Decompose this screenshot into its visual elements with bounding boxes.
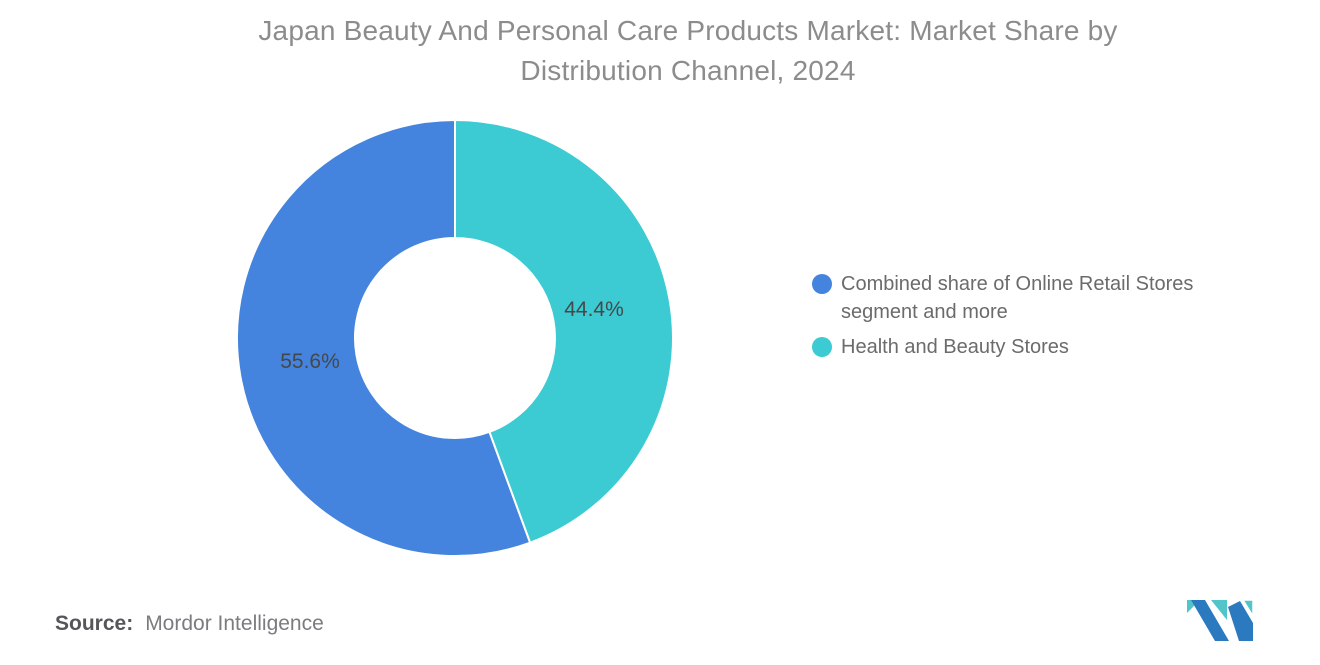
source-line: Source: Mordor Intelligence: [55, 612, 324, 636]
chart-title: Japan Beauty And Personal Care Products …: [258, 15, 1118, 86]
legend-item-online-retail[interactable]: Combined share of Online Retail Stores s…: [812, 270, 1272, 326]
pie-slice-0[interactable]: [235, 119, 532, 557]
slice-label-health-beauty: 44.4%: [564, 298, 624, 321]
slice-label-online-retail: 55.6%: [280, 350, 340, 373]
donut-chart: 55.6% 44.4%: [235, 118, 675, 558]
legend-label-online-retail: Combined share of Online Retail Stores s…: [841, 273, 1194, 323]
mordor-intelligence-logo-icon: [1187, 599, 1253, 641]
pie-slice-1[interactable]: [454, 119, 674, 544]
source-name: Mordor Intelligence: [145, 612, 324, 635]
donut-svg: [235, 119, 674, 557]
legend-marker-teal-icon: [812, 337, 832, 357]
legend-marker-blue-icon: [812, 274, 832, 294]
legend-item-health-beauty[interactable]: Health and Beauty Stores: [812, 333, 1272, 361]
legend-label-health-beauty: Health and Beauty Stores: [841, 336, 1069, 358]
chart-legend: Combined share of Online Retail Stores s…: [812, 270, 1272, 361]
source-label: Source:: [55, 612, 134, 635]
